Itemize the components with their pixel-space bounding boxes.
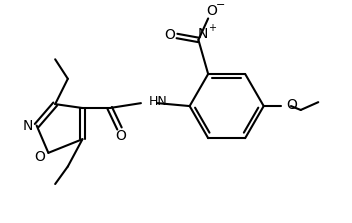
Text: N: N [198,27,208,41]
Text: −: − [216,0,226,10]
Text: N: N [23,119,33,132]
Text: HN: HN [149,95,168,108]
Text: O: O [165,28,176,42]
Text: O: O [207,4,218,18]
Text: O: O [286,98,297,112]
Text: O: O [115,129,126,143]
Text: +: + [208,23,216,33]
Text: O: O [34,150,45,164]
